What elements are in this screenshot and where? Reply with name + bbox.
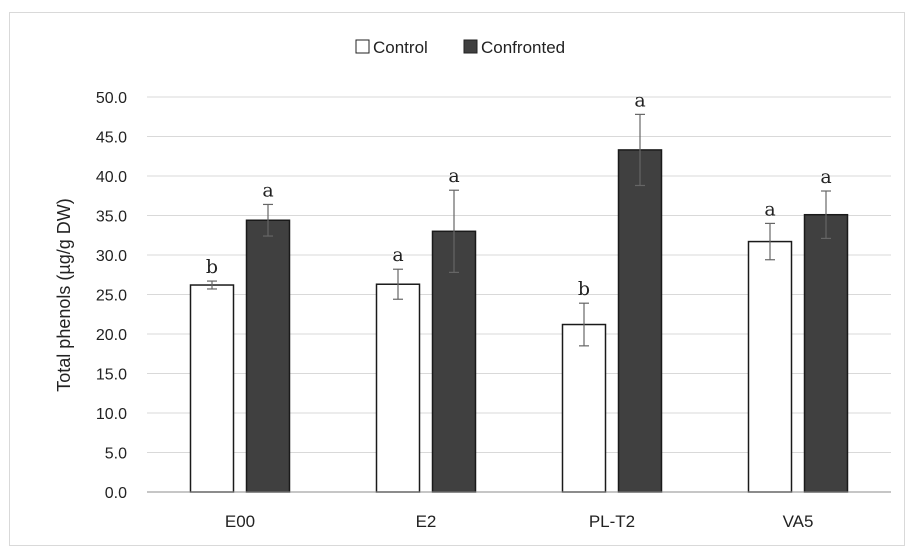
x-category-label: PL-T2 <box>589 512 635 531</box>
y-tick-label: 10.0 <box>96 406 127 423</box>
error-bar <box>393 268 403 300</box>
error-bar <box>635 113 645 187</box>
significance-label: a <box>448 165 459 187</box>
y-tick-label: 0.0 <box>105 485 127 502</box>
bar-control-va5 <box>747 240 793 493</box>
error-bar <box>449 189 459 273</box>
significance-label: a <box>764 198 775 220</box>
error-bar <box>579 302 589 347</box>
legend-swatch-confronted <box>463 39 478 54</box>
y-tick-label: 40.0 <box>96 169 127 186</box>
bar-confronted-va5 <box>803 213 849 493</box>
x-category-label: E00 <box>225 512 255 531</box>
legend: Control Confronted <box>355 38 565 57</box>
significance-label: a <box>392 244 403 266</box>
y-tick-label: 50.0 <box>96 90 127 107</box>
bar-control-e2 <box>375 283 421 493</box>
error-bar <box>207 280 217 290</box>
bar-control-e00 <box>189 284 235 493</box>
significance-label: b <box>578 278 590 300</box>
y-axis-title: Total phenols (µg/g DW) <box>54 198 74 391</box>
x-category-label: E2 <box>416 512 437 531</box>
y-tick-label: 15.0 <box>96 367 127 384</box>
error-bar <box>821 190 831 240</box>
legend-label-confronted: Confronted <box>481 38 565 57</box>
y-tick-labels: 0.0 5.0 10.0 15.0 20.0 25.0 30.0 35.0 40.0 45.0 50… <box>96 90 127 502</box>
bar-control-pl-t2 <box>561 323 607 493</box>
y-tick-label: 35.0 <box>96 209 127 226</box>
bar-confronted-pl-t2 <box>617 149 663 493</box>
legend-label-control: Control <box>373 38 428 57</box>
bar-confronted-e2 <box>431 230 477 493</box>
error-bars <box>207 113 831 347</box>
significance-label: a <box>820 166 831 188</box>
x-category-label: VA5 <box>783 512 814 531</box>
legend-swatch-control <box>355 39 370 54</box>
y-tick-label: 5.0 <box>105 446 127 463</box>
error-bar <box>765 222 775 261</box>
significance-label: b <box>206 256 218 278</box>
bars <box>189 149 849 493</box>
y-tick-label: 25.0 <box>96 288 127 305</box>
y-tick-label: 45.0 <box>96 130 127 147</box>
significance-label: a <box>634 89 645 111</box>
significance-label: a <box>262 179 273 201</box>
error-bar <box>263 203 273 237</box>
y-tick-label: 30.0 <box>96 248 127 265</box>
y-tick-label: 20.0 <box>96 327 127 344</box>
x-category-labels: E00 E2 PL-T2 VA5 <box>225 512 814 531</box>
significance-labels: b a a a b a a a <box>206 89 832 300</box>
bar-confronted-e00 <box>245 219 291 493</box>
